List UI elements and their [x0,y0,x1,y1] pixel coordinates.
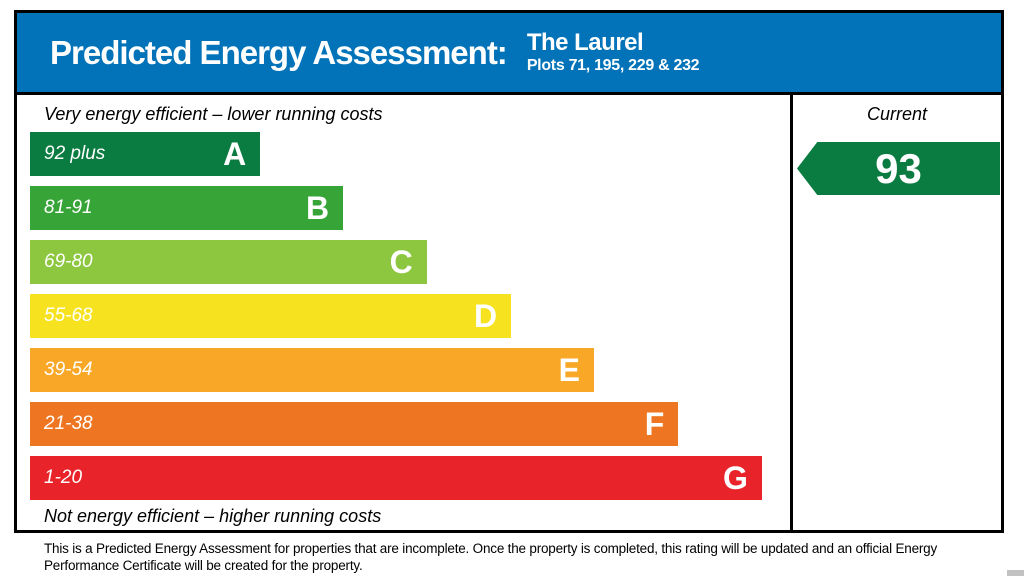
property-plots: Plots 71, 195, 229 & 232 [526,57,700,75]
top-caption: Very energy efficient – lower running co… [44,104,383,124]
band-range-label: 81-91 [44,197,93,218]
band-letter-label: E [558,352,580,388]
current-column-header: Current [866,104,928,124]
band-letter-label: B [306,190,330,226]
band-g: 1-20 G [30,456,762,500]
band-d: 55-68 D [30,294,512,338]
energy-rating-chart: Very energy efficient – lower running co… [14,92,1004,533]
band-c: 69-80 C [30,240,427,284]
band-range-label: 1-20 [44,467,83,488]
column-divider [790,95,793,530]
corner-artifact [1007,570,1024,576]
header-banner: Predicted Energy Assessment: The Laurel … [14,10,1004,95]
page-title: Predicted Energy Assessment: [50,33,508,71]
band-range-label: 92 plus [44,143,106,164]
band-range-label: 21-38 [44,413,93,434]
band-f: 21-38 F [30,402,679,446]
band-letter-label: A [223,136,247,172]
band-a: 92 plus A [30,132,261,176]
current-rating-value: 93 [875,144,922,192]
disclaimer-text: This is a Predicted Energy Assessment fo… [44,541,938,573]
band-range-label: 69-80 [44,251,93,272]
band-letter-label: G [722,460,748,496]
bottom-caption: Not energy efficient – higher running co… [44,506,382,526]
band-letter-label: C [389,244,413,280]
property-name: The Laurel [526,28,644,56]
current-rating-arrow: 93 [797,142,1000,195]
band-range-label: 39-54 [44,359,93,380]
property-info: The Laurel Plots 71, 195, 229 & 232 [526,28,700,75]
band-letter-label: D [473,298,498,334]
band-e: 39-54 E [30,348,594,392]
band-letter-label: F [644,406,665,442]
band-range-label: 55-68 [44,305,93,326]
band-b: 81-91 B [30,186,344,230]
bands-container: 92 plus A 81-91 B 69-80 C 55-68 D 39-54 … [30,132,790,500]
